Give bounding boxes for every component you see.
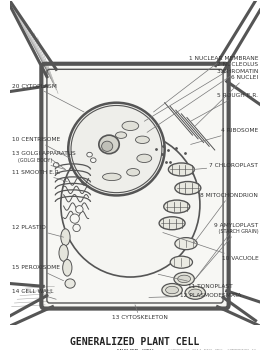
Text: 3 CHROMATIN: 3 CHROMATIN xyxy=(147,69,258,132)
Text: 1 NUCLEAR MEMBRANE: 1 NUCLEAR MEMBRANE xyxy=(154,56,258,112)
Ellipse shape xyxy=(99,135,119,154)
Text: 6 NUCLEI: 6 NUCLEI xyxy=(195,75,258,126)
Ellipse shape xyxy=(53,162,59,167)
Ellipse shape xyxy=(90,158,96,162)
Ellipse shape xyxy=(189,289,202,296)
Ellipse shape xyxy=(174,272,194,285)
Text: 11 SMOOTH E.R.: 11 SMOOTH E.R. xyxy=(12,170,67,182)
Text: (GOLGI BODY): (GOLGI BODY) xyxy=(12,158,65,169)
Ellipse shape xyxy=(68,103,165,195)
Text: 12 PLASTID: 12 PLASTID xyxy=(12,225,64,237)
Text: 9 AMYLOPLAST: 9 AMYLOPLAST xyxy=(195,223,258,279)
FancyBboxPatch shape xyxy=(41,64,229,309)
Ellipse shape xyxy=(127,169,140,176)
Ellipse shape xyxy=(76,206,83,213)
Ellipse shape xyxy=(63,259,72,276)
Ellipse shape xyxy=(159,217,185,230)
Text: 14 CELL WALL: 14 CELL WALL xyxy=(12,289,56,299)
Ellipse shape xyxy=(73,224,80,232)
Ellipse shape xyxy=(87,152,92,157)
Ellipse shape xyxy=(102,141,113,152)
Text: 4 RIBOSOME: 4 RIBOSOME xyxy=(191,128,258,145)
Text: 13 CYTOSKELETON: 13 CYTOSKELETON xyxy=(112,305,168,320)
Text: 8 MITOCHONDRION: 8 MITOCHONDRION xyxy=(193,193,258,244)
Text: 5 ROUGH E.R.: 5 ROUGH E.R. xyxy=(191,93,258,121)
Text: 11 TONOPLAST: 11 TONOPLAST xyxy=(158,274,232,289)
Text: 2 NUCLEOLUS: 2 NUCLEOLUS xyxy=(144,62,258,121)
Text: COPYRIGHT 2014 BIOL.MSG. COMPANION #2: COPYRIGHT 2014 BIOL.MSG. COMPANION #2 xyxy=(168,349,255,350)
Text: (STARCH GRAIN): (STARCH GRAIN) xyxy=(195,229,258,279)
Text: GENERALIZED PLANT CELL: GENERALIZED PLANT CELL xyxy=(70,337,200,347)
Ellipse shape xyxy=(166,286,178,294)
Ellipse shape xyxy=(122,121,139,131)
Text: 20 CYTOPLASM: 20 CYTOPLASM xyxy=(12,84,84,112)
Ellipse shape xyxy=(70,214,79,223)
Ellipse shape xyxy=(168,163,194,176)
Ellipse shape xyxy=(116,132,127,138)
Ellipse shape xyxy=(136,136,149,144)
Ellipse shape xyxy=(103,173,121,181)
Text: 10 VACUOLE: 10 VACUOLE xyxy=(163,232,258,261)
Ellipse shape xyxy=(65,279,75,288)
Ellipse shape xyxy=(137,154,152,162)
Ellipse shape xyxy=(178,275,191,282)
Text: 12 PLASMODESMATA: 12 PLASMODESMATA xyxy=(149,293,242,298)
Ellipse shape xyxy=(61,229,70,245)
Text: 10 CENTRISOME: 10 CENTRISOME xyxy=(12,137,70,158)
Text: 7 CHLOROPLAST: 7 CHLOROPLAST xyxy=(193,163,258,169)
Ellipse shape xyxy=(185,286,205,299)
Ellipse shape xyxy=(61,132,200,277)
Ellipse shape xyxy=(175,238,197,250)
Ellipse shape xyxy=(170,256,193,268)
Ellipse shape xyxy=(175,182,201,195)
Ellipse shape xyxy=(59,245,68,261)
Text: 13 GOLGI APPARATUS: 13 GOLGI APPARATUS xyxy=(12,151,75,169)
Ellipse shape xyxy=(164,200,190,213)
Text: ANSWER KEY: ANSWER KEY xyxy=(116,349,154,350)
Ellipse shape xyxy=(162,284,182,296)
Text: 15 PEROXISOME: 15 PEROXISOME xyxy=(12,265,64,281)
